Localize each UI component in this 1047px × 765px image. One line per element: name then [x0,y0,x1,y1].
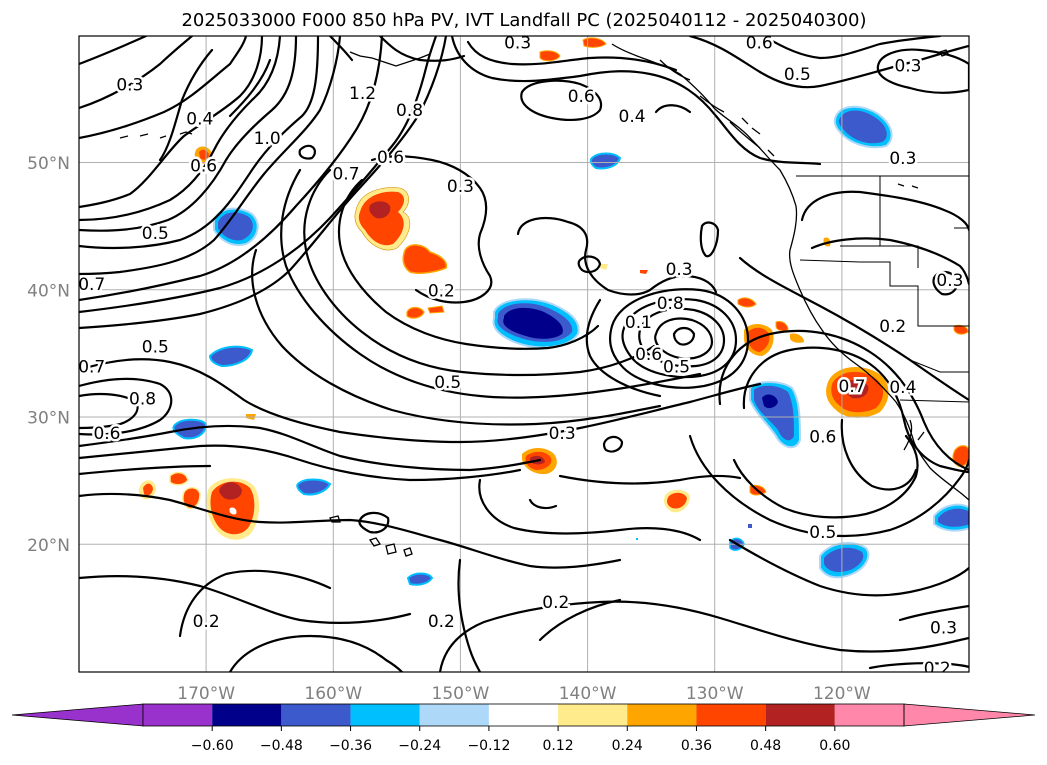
contour-label: 0.6 [377,148,404,168]
latitude-labels: 50°N 40°N 30°N 20°N [27,154,70,556]
pc-shading-negative [172,105,969,586]
contour-label: 0.5 [142,337,169,357]
contour-label: 0.3 [936,271,963,291]
colorbar-segment [765,704,835,726]
colorbar-segment [419,704,489,726]
political-borders [796,175,969,403]
contour-label: 0.6 [93,424,120,444]
contour-label: 0.2 [924,659,951,679]
contour-label: 0.4 [619,107,646,127]
colorbar-tick-label: −0.24 [398,738,441,754]
contour-label: 0.5 [784,65,811,85]
map-panel: 0.3 0.4 0.6 1.0 1.2 0.8 0.7 0.6 0.3 0.5 0.7 0.2 0.3 0… [78,33,969,679]
contour-label: 0.3 [666,260,693,280]
lon-label: 130°W [686,684,744,704]
contour-label: 0.3 [549,424,576,444]
lon-label: 150°W [432,684,490,704]
contour-label: 0.8 [657,294,684,314]
contour-label: 0.3 [447,177,474,197]
contour-label: 0.6 [190,157,217,177]
longitude-labels: 170°W 160°W 150°W 140°W 130°W 120°W [177,684,871,704]
lat-label: 20°N [27,536,70,556]
contour-label: 0.5 [663,358,690,378]
contour-label: 1.0 [254,129,281,149]
contour-label: 0.7 [78,358,105,378]
colorbar-segment [696,704,766,726]
contour-label: 0.5 [434,373,461,393]
colorbar-tick-label: 0.24 [612,738,643,754]
contour-label: 0.6 [568,87,595,107]
colorbar-segment [143,704,213,726]
contour-labels: 0.3 0.4 0.6 1.0 1.2 0.8 0.7 0.6 0.3 0.5 0.7 0.2 0.3 0… [78,33,966,679]
contour-label: 0.8 [396,101,423,121]
colorbar-over-extension [903,703,1036,727]
coastlines [119,43,969,557]
colorbar-tick-label: 0.60 [819,738,850,754]
colorbar-tick-label: −0.12 [467,738,510,754]
contour-label: 0.5 [809,523,836,543]
contour-label: 0.5 [142,224,169,244]
contour-label: 0.3 [116,75,143,95]
lat-label: 30°N [27,409,70,429]
colorbar-frame [142,703,905,727]
colorbar-segment [281,704,351,726]
contour-label: 0.2 [428,612,455,632]
colorbar-segment [350,704,420,726]
lon-label: 160°W [304,684,362,704]
contour-label: 0.4 [186,110,213,130]
contour-label: 0.2 [193,612,220,632]
lat-label: 50°N [27,154,70,174]
contour-label: 0.3 [930,618,957,638]
contour-label: 0.1 [625,313,652,333]
plot-title: 2025033000 F000 850 hPa PV, IVT Landfall… [181,10,866,31]
contour-label: 0.6 [809,428,836,448]
colorbar-segment [834,704,904,726]
contour-label: 0.2 [428,281,455,301]
colorbar-tick-label: 0.36 [681,738,712,754]
colorbar-tick-label: −0.60 [191,738,234,754]
contour-label: 0.7 [839,377,866,397]
contour-label: 0.7 [78,275,105,295]
colorbar-segment [488,704,559,726]
lon-label: 140°W [559,684,617,704]
colorbar-tick-label: 0.12 [543,738,574,754]
contour-label: 0.6 [635,345,662,365]
contour-label: 1.2 [349,84,376,104]
lon-label: 120°W [813,684,871,704]
lon-label: 170°W [177,684,235,704]
map-frame [78,35,970,673]
colorbar-tick-label: 0.48 [750,738,781,754]
colorbar-segment [627,704,697,726]
contour-label: 0.7 [332,164,359,184]
colorbar-tick-label: −0.48 [260,738,303,754]
colorbar-segment [558,704,628,726]
contour-label: 0.2 [879,317,906,337]
contour-label: 0.3 [504,33,531,53]
contour-label: 0.6 [746,33,773,53]
contour-label: 0.3 [889,149,916,169]
contour-label: 0.3 [894,56,921,76]
colorbar-under-extension [11,703,144,727]
pv-contours [79,36,969,672]
colorbar-segment [212,704,282,726]
pc-shading-positive [138,37,969,540]
colorbar-tick-label: −0.36 [329,738,372,754]
contour-label: 0.2 [542,593,569,613]
contour-label: 0.4 [889,378,916,398]
contour-label: 0.8 [129,390,156,410]
colorbar: −0.60 −0.48 −0.36 −0.24 −0.12 0.12 0.24 0.36 0.4… [11,703,1036,754]
lat-label: 40°N [27,281,70,301]
